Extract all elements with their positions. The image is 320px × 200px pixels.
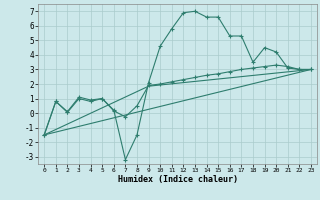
- X-axis label: Humidex (Indice chaleur): Humidex (Indice chaleur): [118, 175, 238, 184]
